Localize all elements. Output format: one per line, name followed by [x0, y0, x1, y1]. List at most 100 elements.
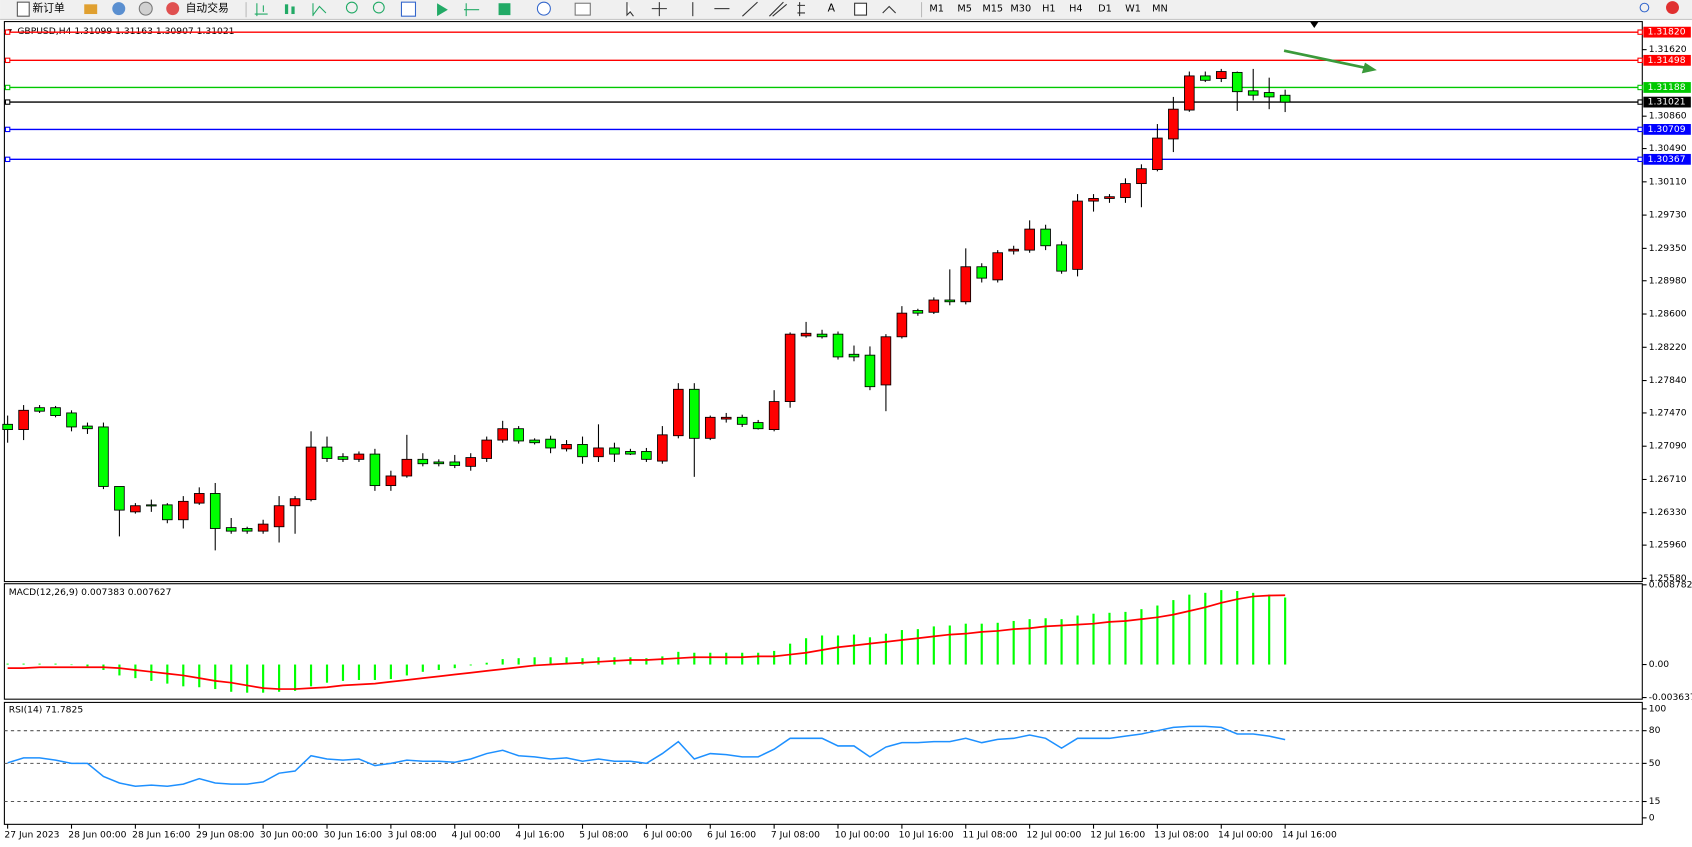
candle-body — [209, 493, 221, 529]
auto-trading-icon[interactable] — [166, 2, 180, 16]
macd-bar — [725, 652, 728, 665]
toolbar-bg — [0, 0, 1692, 20]
candle-body — [992, 252, 1003, 281]
macd-bar — [757, 652, 760, 665]
timeframe-button[interactable]: W1 — [1125, 4, 1141, 15]
zoom-out-tool[interactable] — [372, 1, 385, 14]
level-label: 1.31498 — [1648, 55, 1686, 66]
macd-bar — [852, 634, 856, 665]
macd-bar — [1252, 592, 1255, 665]
toolbar-icon[interactable] — [138, 1, 153, 16]
x-tick-label: 13 Jul 08:00 — [1154, 830, 1209, 841]
y-tick-label: 1.27840 — [1649, 375, 1687, 386]
search-icon[interactable] — [1639, 2, 1650, 13]
symbol-header: GBPUSD,H4 1.31099 1.31163 1.30907 1.3102… — [17, 26, 234, 37]
cursor-tool[interactable] — [626, 2, 634, 17]
candle-body — [641, 451, 652, 460]
macd-bar — [309, 664, 313, 687]
timeframe-button[interactable]: MN — [1152, 4, 1168, 15]
level-handle — [4, 126, 11, 133]
text-tool[interactable]: A — [828, 2, 836, 15]
macd-bar — [6, 663, 9, 665]
macd-bar — [645, 658, 648, 665]
macd-bar — [421, 664, 424, 672]
auto-trading-button[interactable]: 自动交易 — [186, 2, 229, 15]
candle-body — [896, 312, 908, 338]
candle-tool[interactable] — [291, 6, 295, 15]
fibo-tool[interactable] — [797, 2, 805, 17]
candle-body — [720, 416, 732, 420]
bar-chart-tool[interactable] — [254, 3, 268, 17]
new-order-icon[interactable] — [16, 1, 30, 17]
indicators-tool[interactable] — [498, 3, 511, 16]
autoscroll-tool[interactable] — [437, 3, 448, 17]
candle-body — [912, 310, 924, 314]
y-tick-label: 1.27470 — [1649, 407, 1687, 418]
macd-bar — [1172, 600, 1175, 665]
y-tick-label: 100 — [1649, 703, 1667, 714]
candle-body — [689, 388, 700, 439]
macd-bar — [1092, 613, 1095, 665]
macd-bar — [948, 625, 951, 665]
crosshair-tool[interactable] — [651, 2, 667, 17]
level-label-bg — [1643, 82, 1691, 93]
y-tick-label: 1.30860 — [1649, 111, 1687, 122]
y-tick-label: 1.27090 — [1649, 441, 1687, 452]
trendline-tool[interactable] — [742, 1, 758, 17]
templates-tool[interactable] — [574, 2, 591, 16]
timeframe-button[interactable]: M15 — [982, 4, 1003, 15]
candle-body — [944, 299, 956, 303]
macd-bar — [996, 622, 999, 665]
tile-tool[interactable] — [400, 1, 417, 17]
level-handle — [4, 84, 11, 91]
periods-tool[interactable] — [536, 1, 551, 16]
level-label-bg — [1643, 124, 1691, 135]
y-tick-label: 15 — [1649, 796, 1661, 807]
candle-body — [225, 527, 237, 532]
alert-badge[interactable] — [1666, 1, 1679, 15]
macd-bar — [1188, 594, 1191, 665]
zoom-in-tool[interactable] — [345, 1, 358, 14]
candle-tool[interactable] — [284, 4, 289, 15]
candle-body — [1184, 75, 1195, 111]
candle-body — [1247, 90, 1259, 96]
x-tick-label: 28 Jun 00:00 — [68, 830, 126, 841]
channel-tool[interactable] — [769, 1, 788, 17]
level-label-bg — [1643, 26, 1691, 38]
arrows-tool[interactable] — [882, 5, 897, 14]
plot-layer: 1.31620 1.30860 1.30490 1.30110 1.29730 1.293… — [2, 26, 1692, 841]
y-tick-label: 1.28980 — [1649, 275, 1687, 286]
label-tool[interactable] — [854, 2, 868, 16]
x-tick-label: 29 Jun 08:00 — [196, 830, 254, 841]
x-tick-label: 3 Jul 08:00 — [388, 830, 437, 841]
timeframe-button[interactable]: H4 — [1069, 4, 1082, 15]
macd-bar — [437, 664, 440, 670]
timeframe-button[interactable]: M30 — [1010, 4, 1031, 15]
candle-body — [433, 461, 445, 465]
chart-shift-marker[interactable] — [1309, 21, 1319, 29]
macd-bar — [70, 664, 73, 666]
line-chart-tool[interactable] — [312, 3, 327, 17]
timeframe-button[interactable]: M5 — [957, 4, 972, 15]
timeframe-button[interactable]: H1 — [1042, 4, 1055, 15]
timeframe-button[interactable]: D1 — [1098, 4, 1112, 15]
toolbar-icon[interactable] — [84, 4, 98, 15]
candle-body — [768, 401, 780, 431]
level-handle — [4, 57, 11, 64]
timeframe-button[interactable]: M1 — [929, 4, 944, 15]
y-tick-label: 1.30110 — [1649, 176, 1687, 187]
macd-bar — [262, 664, 265, 693]
candle-body — [832, 333, 844, 358]
candle-body — [976, 266, 988, 279]
candle-body — [816, 333, 828, 338]
level-handle — [1637, 156, 1643, 163]
macd-bar — [884, 633, 888, 665]
candle-body — [545, 438, 556, 449]
toolbar-icon[interactable] — [112, 2, 126, 16]
candle-body — [1168, 108, 1179, 140]
new-order-button[interactable]: 新订单 — [32, 2, 65, 15]
macd-bar — [1284, 597, 1287, 665]
shift-tool[interactable] — [464, 3, 480, 17]
